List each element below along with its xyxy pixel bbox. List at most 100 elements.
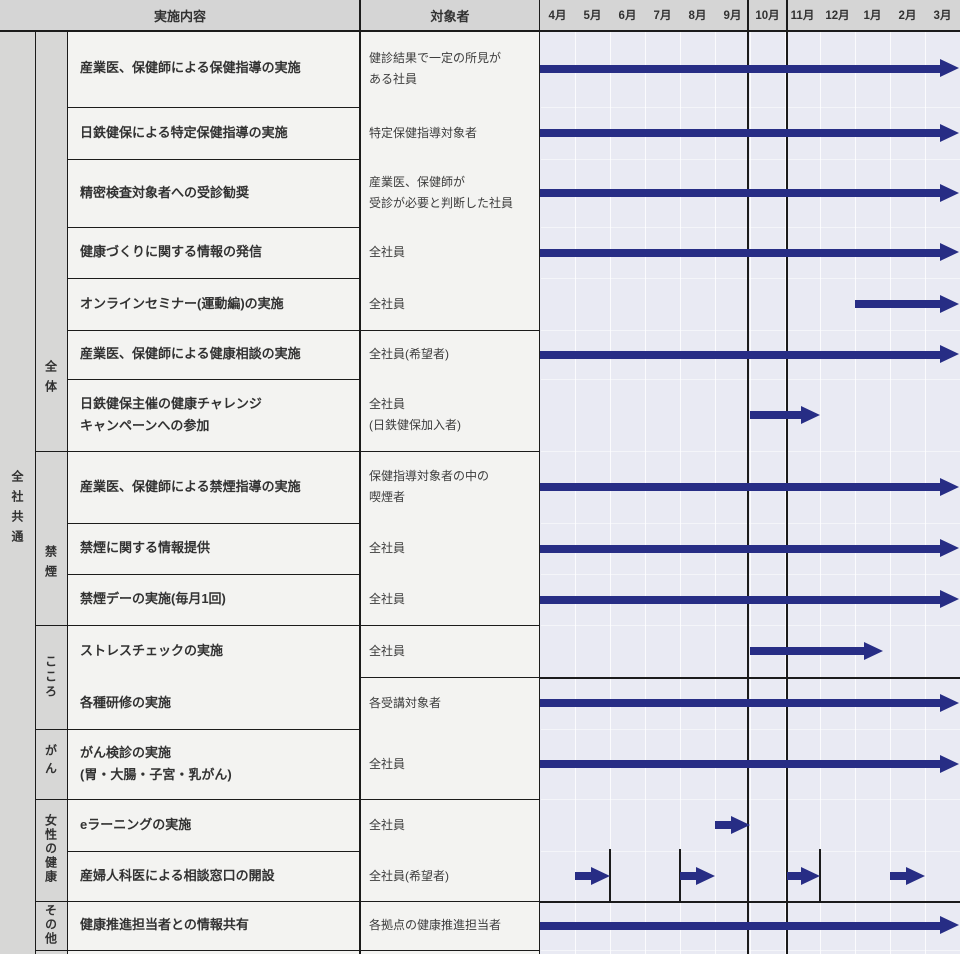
chart-row-gridline [541, 729, 960, 730]
gantt-arrow-head [940, 345, 959, 363]
target-column-rule [359, 0, 361, 954]
activity-text-line: 日鉄健保による特定保健指導の実施 [80, 124, 288, 140]
row-activity-label: eラーニングの実施 [67, 799, 359, 851]
category-label-4: がん [35, 712, 67, 812]
gantt-arrow-shaft [750, 411, 806, 419]
row-activity-label: 健康づくりに関する情報の発信 [67, 227, 359, 278]
month-gridline [714, 32, 716, 954]
gantt-arrow-head [801, 866, 820, 885]
month-gridline [819, 32, 821, 954]
row-divider-content [67, 278, 360, 279]
row-activity-label: ストレスチェックの実施 [67, 625, 359, 677]
month-gridline [924, 32, 926, 954]
activity-text-line: 日鉄健保主催の健康チャレンジ [80, 395, 262, 411]
gantt-arrow-shaft [540, 595, 945, 604]
category-label-5: 女性の健康 [35, 799, 67, 899]
target-text-line: 全社員 [369, 592, 406, 606]
gantt-arrow-shaft [575, 872, 596, 880]
gantt-arrow-head [940, 243, 959, 261]
category-label-text: 禁煙 [43, 545, 58, 585]
target-text-line: 健診結果で一定の所見が [369, 50, 502, 65]
month-label: 8月 [688, 10, 707, 22]
target-text-line: ある社員 [369, 71, 418, 86]
row-activity-label: 禁煙に関する情報提供 [67, 523, 359, 574]
gantt-arrow-shaft [855, 300, 945, 308]
gantt-arrow-head [940, 183, 959, 202]
category-label-2: 禁煙 [35, 515, 67, 615]
chart-row-gridline [541, 379, 960, 380]
target-text-line: 特定保健指導対象者 [369, 125, 478, 140]
row-divider-content [67, 950, 360, 951]
chart-row-gridline [541, 227, 960, 228]
month-gridline [784, 32, 786, 954]
month-gridline [679, 32, 681, 954]
chart-row-gridline [541, 523, 960, 524]
row-activity-label: 産業医、保健師による禁煙指導の実施 [67, 451, 359, 523]
month-label: 11月 [790, 10, 815, 22]
gantt-arrow-head [940, 539, 959, 557]
row-target-label: 保健指導対象者の中の 喫煙者 [360, 451, 539, 523]
group-label-text: 全社共通 [10, 470, 24, 550]
activity-text-line: キャンペーンへの参加 [80, 418, 210, 433]
activity-text-line: 産業医、保健師による健康相談の実施 [80, 346, 301, 362]
october-emphasis-line [747, 0, 749, 954]
gantt-arrow-shaft [540, 760, 945, 768]
chart-section-rule [540, 901, 960, 903]
row-divider-content [67, 379, 360, 380]
activity-text-line: オンラインセミナー(運動編)の実施 [80, 295, 284, 311]
row-activity-label: 日鉄健保による特定保健指導の実施 [67, 107, 359, 159]
gantt-arrow-shaft [786, 872, 806, 880]
target-text-line: 産業医、保健師が [369, 175, 466, 189]
gantt-arrow-shaft [540, 350, 945, 359]
content-columns-bg [67, 30, 540, 954]
category-label-text: こころ [43, 654, 58, 700]
gantt-arrow-shaft [890, 872, 911, 880]
category-divider [35, 950, 67, 951]
category-label-text: その他 [43, 904, 58, 946]
month-label: 4月 [548, 10, 567, 22]
row-divider-content [67, 851, 360, 852]
group-column-rule [35, 31, 36, 954]
row-activity-label: 禁煙デーの実施(毎月1回) [67, 574, 359, 625]
row-target-label: 健診結果で一定の所見が ある社員 [360, 30, 539, 107]
gantt-arrow-shaft [540, 129, 945, 137]
gantt-arrow-shaft [540, 64, 945, 73]
row-activity-label: 精密検査対象者への受診勧奨 [67, 159, 359, 227]
row-target-label: 全社員 [360, 227, 539, 278]
row-target-label: 全社員(希望者) [360, 330, 539, 379]
activity-text-line: がん検診の実施 [80, 744, 172, 760]
group-label-companywide: 全社共通 [0, 425, 35, 595]
target-text-line: 全社員 [369, 296, 406, 311]
month-label: 3月 [933, 10, 952, 22]
row-divider-content [67, 227, 360, 228]
chart-row-gridline [541, 278, 960, 279]
row-target-label: 産業医、保健師が 受診が必要と判断した社員 [360, 159, 539, 227]
row-target-label: 全社員 [360, 625, 539, 677]
row-activity-label: 各種研修の実施 [67, 677, 359, 729]
header-target: 対象者 [430, 8, 470, 24]
chart-row-gridline [541, 625, 960, 626]
month-header-row: 4月 5月 6月 7月 8月 9月 10月 11月 12月 1月 2月 3月 [0, 0, 960, 30]
category-label-text: 全体 [43, 360, 58, 400]
row-activity-label: 産業医、保健師による保健指導の実施 [67, 30, 359, 107]
gantt-arrow-shaft [715, 821, 736, 829]
row-activity-label: 日鉄健保主催の健康チャレンジ キャンペーンへの参加 [67, 379, 359, 451]
header-band [0, 0, 960, 30]
month-label: 10月 [755, 10, 780, 22]
row-activity-label: 健康推進担当者との情報共有 [67, 901, 359, 950]
header-implementation: 実施内容 [153, 8, 206, 24]
row-divider-content [67, 523, 360, 524]
target-text-line: 全社員(希望者) [369, 868, 449, 883]
target-text-line: 全社員(希望者) [369, 347, 449, 361]
target-text-line: 各受講対象者 [369, 695, 442, 710]
row-divider-content [67, 799, 360, 800]
chart-row-gridline [541, 330, 960, 331]
gantt-arrow-shaft [680, 872, 701, 880]
gantt-arrow-head [731, 815, 750, 834]
gantt-arrow-shaft [540, 544, 945, 553]
row-target-label: 全社員 [360, 574, 539, 625]
category-label-1: 全体 [35, 330, 67, 430]
month-gridline [574, 32, 576, 954]
gantt-arrow-shaft [540, 189, 945, 197]
